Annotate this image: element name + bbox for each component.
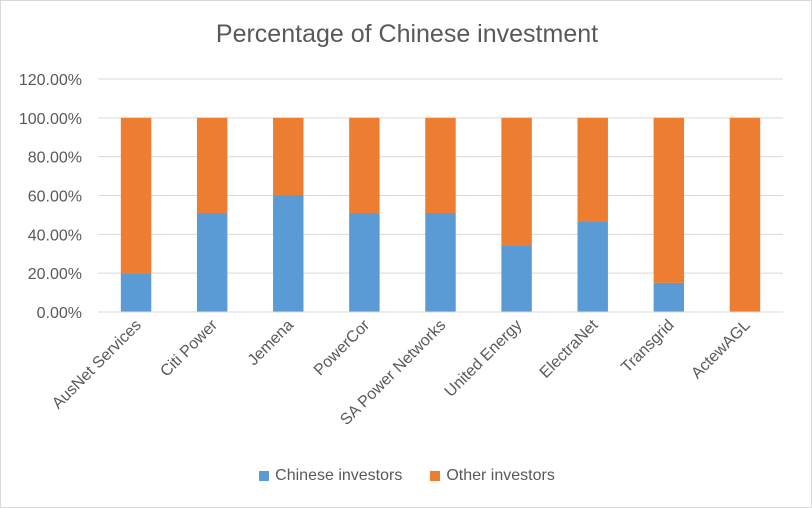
y-tick-label: 120.00%: [19, 72, 82, 89]
y-tick-label: 20.00%: [28, 266, 82, 283]
chart-legend: Chinese investors Other investors: [1, 467, 812, 485]
x-tick-label: ElectraNet: [537, 316, 602, 381]
bar-segment-other-investors: [425, 117, 456, 213]
bar-segment-chinese-investors: [653, 282, 685, 312]
legend-label-other-investors: Other investors: [446, 467, 555, 484]
legend-item-other-investors: Other investors: [430, 467, 555, 485]
bar-segment-chinese-investors: [425, 212, 456, 312]
bar-segment-other-investors: [577, 117, 608, 222]
bar-segment-chinese-investors: [196, 212, 228, 312]
x-tick-label: AusNet Services: [49, 317, 145, 413]
x-tick-label: ActewAGL: [688, 317, 754, 383]
bar-segment-other-investors: [501, 117, 532, 246]
x-tick-label: Citi Power: [157, 316, 221, 380]
bar-segment-chinese-investors: [273, 195, 304, 312]
bar-segment-other-investors: [729, 117, 761, 312]
y-tick-label: 80.00%: [28, 150, 82, 167]
bar-segment-chinese-investors: [349, 212, 380, 312]
bar-segment-other-investors: [653, 117, 685, 283]
bar-segment-chinese-investors: [577, 221, 608, 312]
bar-segment-chinese-investors: [501, 245, 532, 312]
y-tick-label: 0.00%: [37, 305, 82, 322]
x-tick-label: United Energy: [442, 317, 526, 401]
bar-segment-other-investors: [273, 117, 304, 196]
legend-item-chinese-investors: Chinese investors: [259, 467, 402, 485]
legend-swatch-chinese-investors: [259, 471, 270, 481]
bar-segment-other-investors: [120, 117, 152, 274]
x-tick-label: Transgrid: [618, 317, 677, 376]
y-tick-label: 60.00%: [28, 189, 82, 206]
chart-plot: 0.00% 20.00% 40.00% 60.00% 80.00% 100.00% 120.…: [19, 72, 783, 429]
bar-segment-other-investors: [196, 117, 228, 213]
bar-segment-other-investors: [349, 117, 380, 213]
x-tick-label: PowerCor: [311, 316, 374, 379]
bar-segment-chinese-investors: [120, 273, 152, 312]
legend-label-chinese-investors: Chinese investors: [275, 467, 403, 484]
y-tick-label: 100.00%: [19, 111, 82, 128]
legend-swatch-other-investors: [430, 471, 441, 481]
chart-title: Percentage of Chinese investment: [215, 20, 599, 48]
y-tick-label: 40.00%: [28, 227, 82, 244]
x-tick-label: Jemena: [245, 317, 297, 369]
